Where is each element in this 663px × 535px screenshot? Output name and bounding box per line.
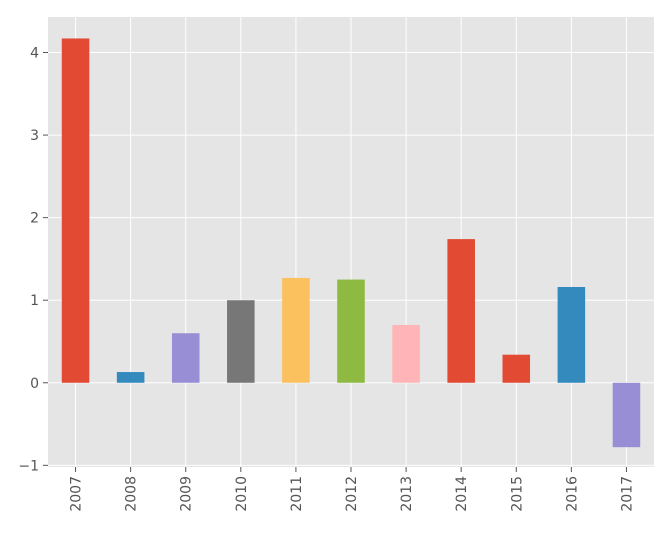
y-tick-label: 2 [30,211,39,227]
bar-2012 [337,279,365,383]
bar-2013 [392,324,420,383]
y-tick-label: −1 [18,458,39,474]
bar-2016 [557,287,586,383]
bar-2008 [116,372,145,383]
x-tick-label: 2013 [399,476,415,512]
x-tick-label: 2007 [69,476,85,512]
x-axis-ticks: 2007 2008 2009 2010 2011 2012 2013 2014 2015 2016… [69,467,635,512]
x-tick-label: 2011 [289,476,305,512]
bar-2014 [447,239,475,383]
x-tick-label: 2010 [234,476,250,512]
bar-2015 [502,354,531,383]
y-tick-label: 1 [30,293,39,309]
bar-2009 [171,333,200,383]
x-tick-label: 2012 [344,476,360,512]
x-tick-label: 2017 [619,476,635,512]
y-axis-ticks: −1 0 1 2 3 4 [18,46,48,474]
bar-2011 [282,277,310,383]
bar-2017 [612,382,641,448]
x-tick-label: 2014 [454,476,470,512]
bar-2010 [227,300,255,383]
y-tick-label: 0 [30,376,39,392]
bars [61,38,641,448]
y-tick-label: 4 [30,46,39,62]
y-tick-label: 3 [30,128,39,144]
x-tick-label: 2009 [179,476,195,512]
x-tick-label: 2008 [124,476,140,512]
x-tick-label: 2016 [564,476,580,512]
bar-2007 [61,38,90,383]
x-tick-label: 2015 [509,476,525,512]
